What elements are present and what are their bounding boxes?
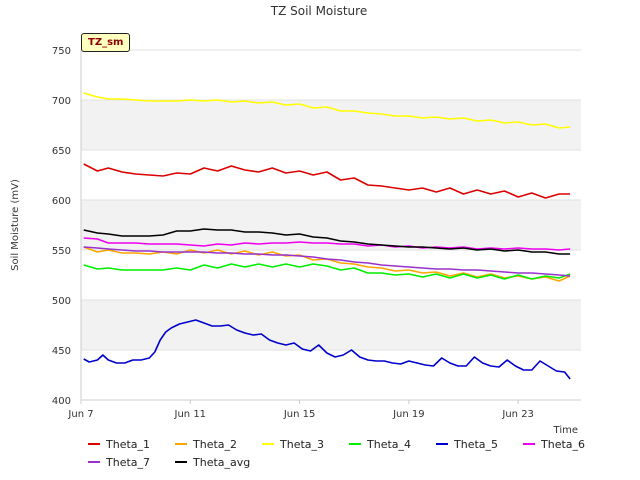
legend-item: Theta_2: [175, 438, 262, 451]
legend-item: Theta_1: [88, 438, 175, 451]
x-axis-label: Time: [553, 425, 578, 436]
legend-swatch: [523, 443, 535, 445]
x-tick-label: Jun 19: [392, 409, 425, 420]
y-tick-label: 600: [52, 196, 71, 207]
series-line-theta-5: [83, 319, 571, 380]
x-tick-label: Jun 11: [174, 409, 207, 420]
site-label-badge: TZ_sm: [81, 33, 131, 52]
x-tick-label: Jun 23: [501, 409, 534, 420]
legend-label: Theta_6: [541, 437, 586, 451]
legend-label: Theta_avg: [193, 455, 251, 469]
legend-swatch: [436, 443, 448, 445]
series-layer: [83, 92, 571, 380]
plot-band: [81, 200, 581, 250]
legend-item: Theta_4: [349, 438, 436, 451]
plot-band: [81, 300, 581, 350]
y-tick-label: 450: [52, 346, 71, 357]
y-tick-label: 400: [52, 396, 71, 407]
y-tick-label: 650: [52, 146, 71, 157]
series-line-theta-7: [83, 246, 571, 277]
y-tick-label: 550: [52, 246, 71, 257]
y-tick-label: 700: [52, 96, 71, 107]
legend-swatch: [262, 443, 274, 445]
legend-swatch: [349, 443, 361, 445]
series-line-theta-avg: [83, 228, 571, 255]
plot-band: [81, 350, 581, 400]
y-tick-label: 750: [52, 46, 71, 57]
chart-title: TZ Soil Moisture: [270, 4, 367, 18]
legend-label: Theta_2: [193, 437, 238, 451]
x-tick-label: Jun 15: [283, 409, 316, 420]
y-axis-label: Soil Moisture (mV): [10, 179, 21, 271]
y-axis-ticks: 400 450 500 550 600 650 700 750: [52, 46, 71, 407]
series-line-theta-4: [83, 263, 571, 280]
legend-swatch: [88, 443, 100, 445]
legend-item: Theta_7: [88, 456, 175, 469]
legend-label: Theta_7: [106, 455, 151, 469]
plot-band: [81, 250, 581, 300]
series-line-theta-3: [83, 92, 571, 129]
series-line-theta-1: [83, 163, 571, 199]
legend-item: Theta_avg: [175, 456, 262, 469]
legend-row: Theta_7 Theta_avg: [88, 453, 628, 471]
legend-item: Theta_6: [523, 438, 610, 451]
series-line-theta-6: [83, 237, 571, 251]
legend-label: Theta_3: [280, 437, 325, 451]
y-tick-label: 500: [52, 296, 71, 307]
plot-band: [81, 50, 581, 100]
legend: Theta_1 Theta_2 Theta_3 Theta_4 Theta_5 Theta…: [88, 435, 628, 471]
legend-item: Theta_3: [262, 438, 349, 451]
x-axis-ticks: Jun 7 Jun 11 Jun 15 Jun 19 Jun 23: [67, 400, 534, 420]
legend-label: Theta_1: [106, 437, 151, 451]
legend-label: Theta_4: [367, 437, 412, 451]
legend-row: Theta_1 Theta_2 Theta_3 Theta_4 Theta_5 Theta…: [88, 435, 628, 453]
legend-swatch: [175, 443, 187, 445]
legend-label: Theta_5: [454, 437, 499, 451]
x-tick-label: Jun 7: [67, 409, 93, 420]
legend-swatch: [175, 461, 187, 463]
legend-swatch: [88, 461, 100, 463]
legend-item: Theta_5: [436, 438, 523, 451]
